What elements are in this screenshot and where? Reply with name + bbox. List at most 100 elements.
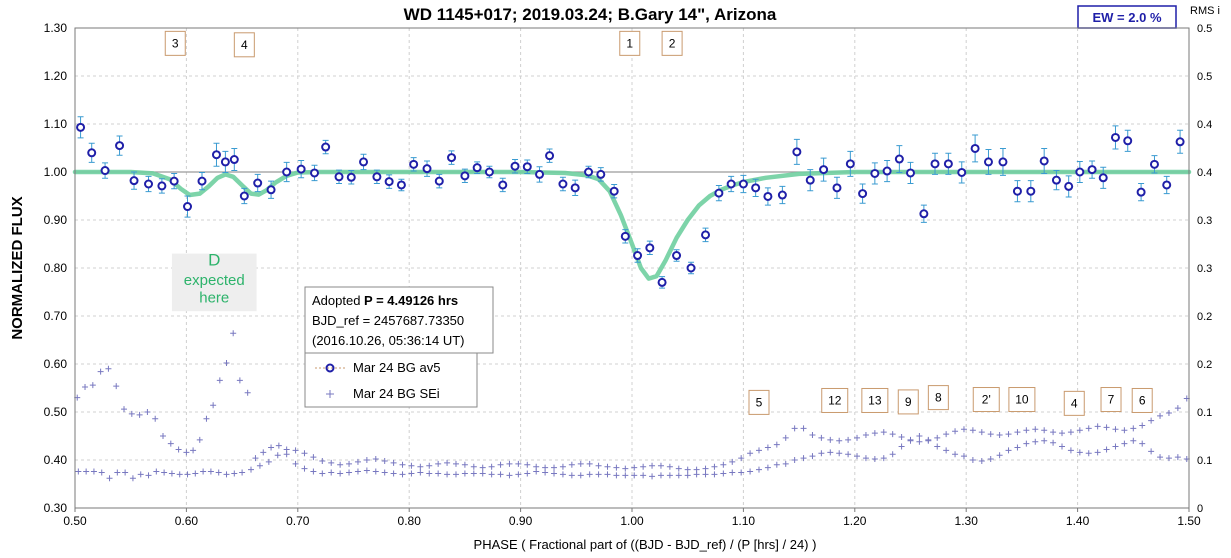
av5-point [584, 167, 594, 177]
info-box: Adopted P = 4.49126 hrs BJD_ref = 245768… [304, 286, 494, 354]
sei-point [122, 469, 129, 476]
sei-point [231, 470, 238, 477]
sei-point [1103, 446, 1110, 453]
sei-point [417, 469, 424, 476]
sei-point [444, 471, 451, 478]
sei-point [711, 463, 718, 470]
dip-label: 1 [626, 36, 633, 50]
x-tick-labels: 0.50 0.60 0.70 0.80 0.90 1.00 1.10 1.20 1.30 1.40… [63, 508, 1201, 528]
av5-point [1051, 175, 1061, 185]
sei-point [301, 465, 308, 472]
sei-point [738, 469, 745, 476]
av5-point [970, 143, 980, 153]
dip-label: 2 [669, 36, 676, 50]
sei-point [1157, 412, 1164, 419]
av5-point [1012, 186, 1022, 196]
sei-point [136, 411, 143, 418]
ew-label: EW = 2.0 % [1093, 10, 1162, 25]
sei-point [1174, 454, 1181, 461]
y-tick-label: 1.20 [44, 69, 68, 83]
sei-point [640, 463, 647, 470]
annotation-line: here [199, 290, 229, 307]
sei-point [595, 462, 602, 469]
av5-point [930, 159, 940, 169]
av5-point [570, 183, 580, 193]
y-tick-label: 1.00 [44, 165, 68, 179]
av5-point [447, 153, 457, 163]
sei-point [1165, 455, 1172, 462]
sei-point [244, 389, 251, 396]
x-tick-label: 1.40 [1066, 514, 1090, 528]
x-tick-label: 1.50 [1177, 514, 1201, 528]
sei-point [987, 456, 994, 463]
sei-point [506, 472, 513, 479]
sei-point [506, 460, 513, 467]
x-tick-label: 0.70 [286, 514, 310, 528]
sei-point [128, 410, 135, 417]
av5-point [983, 157, 993, 167]
y2-tick-label: 0.1 [1197, 455, 1212, 467]
av5-point [832, 183, 842, 193]
sei-point [586, 460, 593, 467]
sei-point [417, 463, 424, 470]
sei-point [996, 432, 1003, 439]
y-tick-label: 0.60 [44, 357, 68, 371]
legend-av5-label: Mar 24 BG av5 [353, 360, 440, 375]
av5-point [498, 180, 508, 190]
dip-label-box [821, 387, 849, 413]
sei-point [720, 461, 727, 468]
sei-point [943, 431, 950, 438]
sei-point [121, 406, 128, 413]
sei-point [880, 455, 887, 462]
av5-point [183, 202, 193, 212]
sei-point [898, 443, 905, 450]
sei-point [862, 455, 869, 462]
sei-point [452, 460, 459, 467]
sei-point [684, 472, 691, 479]
sei-point [337, 470, 344, 477]
sei-point [203, 415, 210, 422]
av5-point [460, 171, 470, 181]
sei-point [764, 464, 771, 471]
x-tick-label: 1.00 [620, 514, 644, 528]
av5-point [657, 277, 667, 287]
y2-tick-label: 0.5 [1197, 71, 1212, 83]
y-tick-label: 0.40 [44, 453, 68, 467]
av5-point [1039, 156, 1049, 166]
sei-point [105, 365, 112, 372]
sei-point [461, 461, 468, 468]
y2-tick-label: 0.3 [1197, 263, 1212, 275]
av5-point [919, 209, 929, 219]
sei-point [675, 465, 682, 472]
sei-point [773, 441, 780, 448]
sei-point [435, 460, 442, 467]
dip-label: 6 [1139, 393, 1146, 407]
x-tick-label: 1.30 [955, 514, 979, 528]
sei-point [97, 368, 104, 375]
sei-point [1076, 449, 1083, 456]
av5-point [211, 150, 221, 160]
ew-box: EW = 2.0 % [1077, 5, 1177, 29]
sei-point [372, 456, 379, 463]
sei-point [800, 425, 807, 432]
chart-title: WD 1145+017; 2019.03.24; B.Gary 14", Ari… [404, 5, 777, 24]
av5-point [253, 178, 263, 188]
dip-label: 4 [1071, 396, 1078, 410]
sei-point [515, 460, 522, 467]
sei-point [791, 457, 798, 463]
sei-point [524, 461, 531, 468]
sei-point [328, 469, 335, 476]
sei-point [223, 471, 230, 478]
sei-point [252, 455, 259, 462]
sei-point [551, 464, 558, 471]
y2-tick-label: 0.2 [1197, 311, 1212, 323]
sei-point [129, 475, 136, 482]
sei-point [381, 469, 388, 476]
sei-point [408, 470, 415, 477]
sei-point [613, 464, 620, 471]
av5-point [596, 169, 606, 179]
av5-point [321, 142, 331, 152]
sei-point [649, 462, 656, 469]
sei-point [152, 415, 159, 422]
av5-point [359, 157, 369, 167]
